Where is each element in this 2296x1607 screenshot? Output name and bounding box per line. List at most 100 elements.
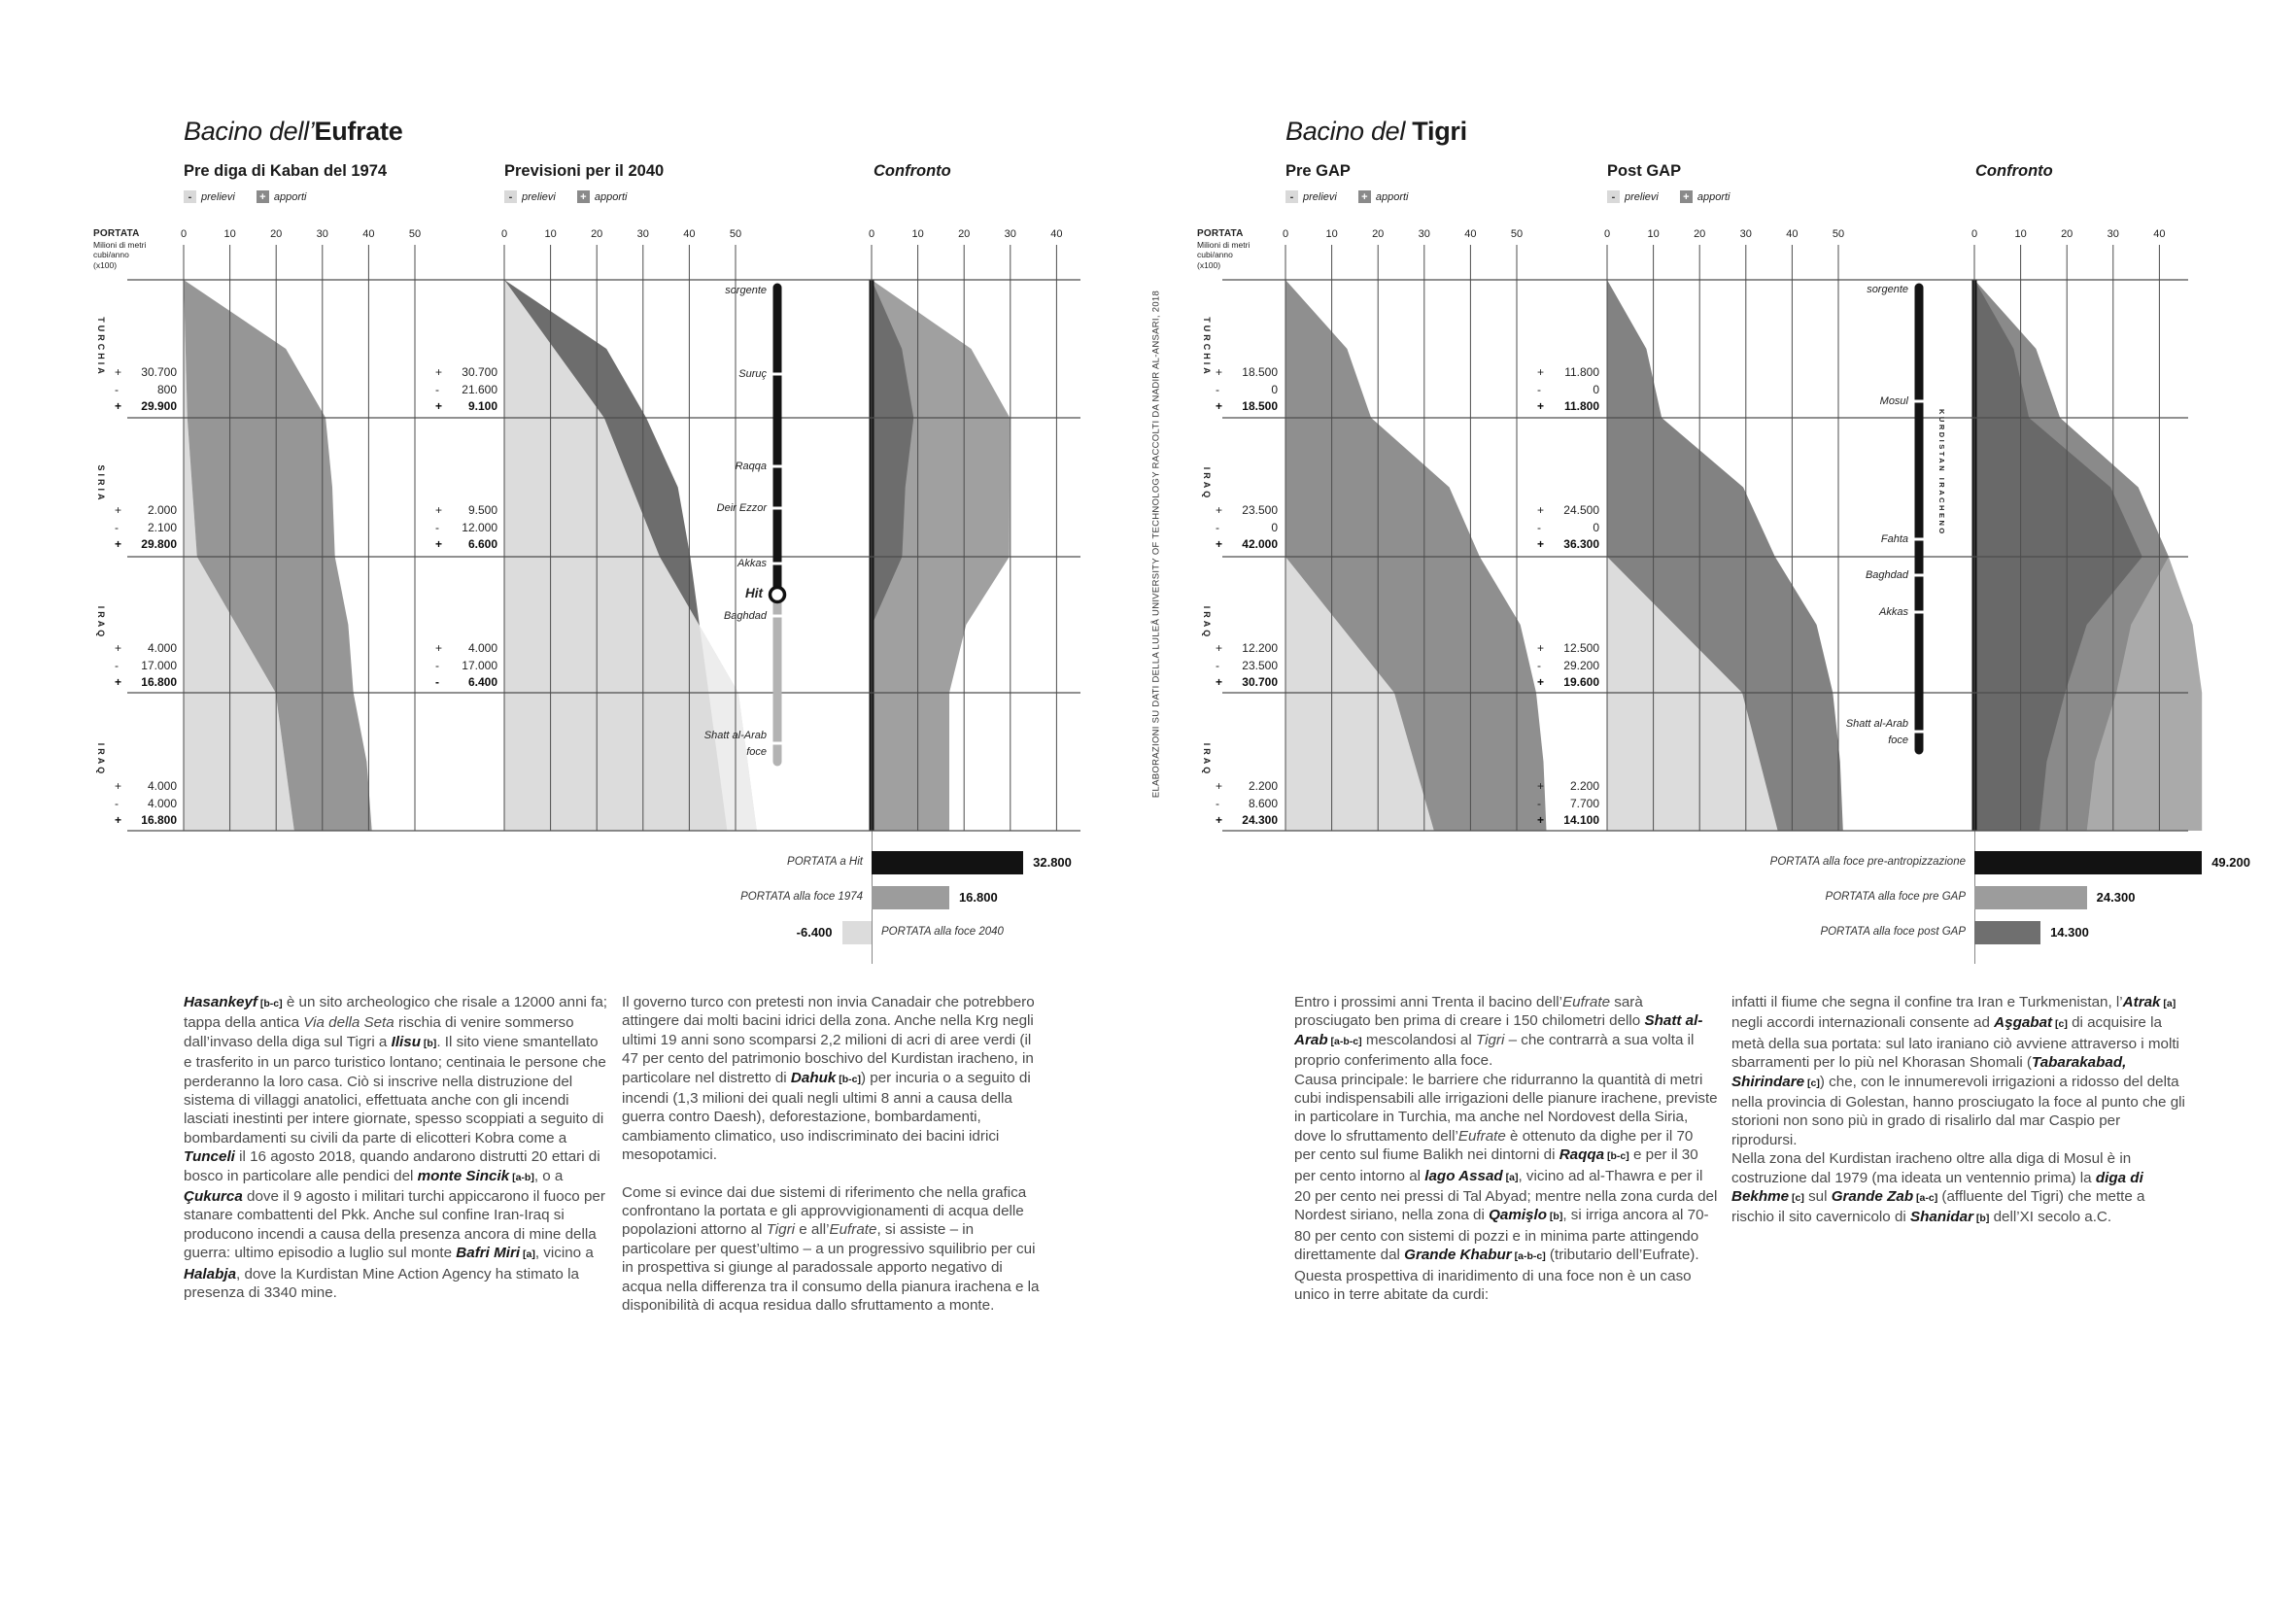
article-column-4: infatti il fiume che segna il confine tr… [1731,993,2188,1229]
subtitle-pre-gap: Pre GAP [1285,162,1351,180]
axis-tick-label: 10 [1325,228,1338,240]
value-number: 23.500 [1242,658,1278,672]
section-value-row: +30.700 [435,365,497,379]
text-run: Questa prospettiva di inaridimento di un… [1294,1267,1692,1304]
region-label-turchia: TURCHIA [1202,317,1212,377]
tigri-bar-label: PORTATA alla foce post GAP [1820,926,1966,938]
section-value-row: +30.700 [1216,675,1278,689]
subtitle-confronto-tigri: Confronto [1975,162,2053,180]
value-number: 29.900 [141,399,177,413]
value-number: 18.500 [1242,399,1278,413]
axis-unit-line: cubi/anno [1197,250,1233,259]
tigri-bar-1 [1974,886,2087,909]
text-run: Grande Zab [1831,1188,1914,1206]
prelievi-swatch: - [1285,190,1298,203]
value-number: 0 [1593,520,1599,534]
value-number: 0 [1593,382,1599,396]
article-column-3: Entro i prossimi anni Trenta il bacino d… [1294,993,1718,1305]
text-run: , vicino a [534,1245,594,1262]
section-value-row: - 17.000 [115,659,177,672]
tigri-station-label: Akkas [1879,606,1908,618]
value-sign: - [1537,382,1541,396]
paragraph: Nella zona del Kurdistan iracheno oltre … [1731,1149,2188,1229]
axis-tick-label: 0 [500,228,508,240]
text-run: Grande Khabur [1404,1247,1512,1264]
value-number: 0 [1271,382,1278,396]
eufrate-station-label: Hit [745,586,763,600]
tigri-station-tick [1913,537,1925,541]
text-run: Halabja [184,1265,237,1282]
axis-tick-label: 10 [223,228,236,240]
tigri-station-tick [1913,730,1925,734]
text-run: Shanidar [1910,1209,1974,1226]
value-number: 36.300 [1563,537,1599,551]
axis-tick-label: 30 [316,228,328,240]
value-number: 14.100 [1563,813,1599,827]
tigri-bar-value: 49.200 [2211,855,2250,870]
axis-tick-label: 50 [729,228,742,240]
eufrate-bar-2 [841,921,872,944]
text-run: Eufrate [1457,1127,1506,1145]
section-value-row: +9.500 [435,503,497,517]
value-sign: - [115,382,119,396]
paragraph: Entro i prossimi anni Trenta il bacino d… [1294,993,1718,1071]
value-sign: + [115,779,122,793]
section-value-row: +2.200 [1216,779,1278,793]
value-sign: + [1216,399,1223,413]
axis-tick-label: 50 [1510,228,1524,240]
axis-tick-label: 50 [408,228,422,240]
tigri-station-label: sorgente [1867,284,1908,295]
reference-tag: [b] [420,1037,437,1049]
eufrate-station-label: Deir Ezzor [716,502,767,514]
value-sign: - [1537,520,1541,534]
section-value-row: -0 [1216,383,1278,396]
text-run: , si assiste – in particolare per quest’… [622,1221,1040,1315]
reference-tag: [b] [1547,1211,1563,1223]
value-number: 4.000 [147,796,177,810]
tigri-bar-value: 14.300 [2050,925,2089,940]
axis-tick-label: 30 [1739,228,1752,240]
axis-tick-label: 40 [362,228,375,240]
section-value-row: +23.500 [1216,503,1278,517]
text-run: dell’XI secolo a.C. [1989,1209,2112,1226]
eufrate-station-label: Akkas [737,558,767,569]
section-value-row: +16.800 [115,813,177,827]
tigri-station-tick [1913,610,1925,614]
section-value-row: - 800 [115,383,177,396]
tigri-bar-label: PORTATA alla foce pre-antropizzazione [1769,856,1966,868]
section-value-row: +29.900 [115,399,177,413]
value-sign: + [1216,813,1223,827]
section-value-row: - 23.500 [1216,659,1278,672]
eufrate-2040-negative-area [700,626,757,831]
region-label-iraq: IRAQ [1202,742,1212,777]
text-run: sul [1803,1188,1832,1206]
eufrate-station-label: Suruç [738,368,767,380]
section-value-row: +6.600 [435,537,497,551]
axis-label-left: PORTATA Milioni di metri cubi/anno (x100… [93,228,146,270]
subtitle-confronto-eufrate: Confronto [874,162,951,180]
section-value-row: +18.500 [1216,399,1278,413]
eufrate-bar-label: PORTATA alla foce 2040 [881,926,1004,938]
value-sign: - [435,382,439,396]
text-run: , si irriga ancora al 70-80 per cento co… [1294,1207,1709,1264]
region-label-iraq: IRAQ [1202,466,1212,501]
value-number: 2.000 [147,503,177,517]
value-sign: + [1537,537,1545,551]
value-number: 42.000 [1242,537,1278,551]
legend: - prelievi + apporti [1607,190,1731,203]
subtitle-post-gap: Post GAP [1607,162,1682,180]
value-number: 24.300 [1242,813,1278,827]
section-value-row: +24.300 [1216,813,1278,827]
value-sign: + [115,399,122,413]
tigri-title: Bacino del Tigri [1285,117,1467,147]
text-run: sarà prosciugato ben prima di creare i 1… [1294,994,1645,1030]
section-value-row: - 21.600 [435,383,497,396]
section-value-row: -0 [1216,521,1278,534]
reference-tag: [b-c] [1604,1150,1629,1163]
paragraph: Questa prospettiva di inaridimento di un… [1294,1267,1718,1305]
eufrate-bar-label: PORTATA alla foce 1974 [740,891,863,903]
value-sign: + [1537,365,1545,379]
axis-tick-label: 20 [958,228,971,240]
eufrate-hit-marker [768,585,787,604]
